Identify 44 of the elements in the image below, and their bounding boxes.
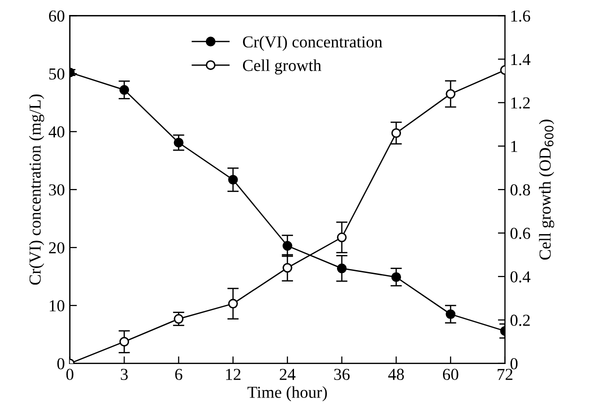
x-tick-label: 36 [334, 368, 350, 380]
y2-tick-label: 0.2 [510, 314, 530, 326]
x-tick-label: 6 [175, 368, 182, 380]
x-tick-label: 0 [66, 368, 74, 380]
y-tick-label: 60 [49, 10, 64, 22]
y2-tick-label: 1.4 [511, 54, 530, 66]
legend-label: Cr(VI) concentration [242, 36, 382, 51]
x-tick-label: 60 [442, 368, 458, 380]
point [391, 128, 402, 138]
y-tick-label: 0 [57, 358, 64, 370]
y2-tick-label: 1 [511, 140, 518, 152]
x-tick-label: 72 [498, 368, 512, 380]
point [446, 89, 456, 99]
point [282, 262, 292, 273]
point [174, 314, 184, 324]
point [119, 336, 130, 347]
point [336, 264, 347, 274]
x-tick-label: 48 [388, 368, 404, 380]
y2-tick-label: 0.8 [510, 184, 530, 196]
point [228, 174, 238, 185]
y2-tick-label: 0 [510, 358, 518, 370]
y2-tick-label: 0.4 [510, 271, 530, 283]
point [119, 85, 130, 95]
point [228, 298, 238, 309]
y-tick-label: 20 [49, 242, 64, 254]
x-tick-label: 24 [280, 368, 296, 380]
x-tick-label: 12 [226, 368, 240, 380]
y2-axis-title: Cell growth (OD$_{600}$) [539, 120, 554, 260]
y-tick-label: 40 [48, 126, 64, 138]
x-tick-label: 3 [120, 368, 128, 380]
y-tick-label: 30 [49, 184, 64, 196]
y-tick-label: 50 [49, 68, 64, 80]
point [174, 138, 184, 148]
legend-label: Cell growth [242, 59, 322, 75]
point [391, 272, 402, 282]
y2-tick-label: 1.2 [511, 97, 530, 109]
y2-tick-label: 0.6 [510, 228, 530, 240]
point [282, 240, 292, 251]
point [336, 232, 347, 242]
y-axis-title: Cr(VI) concentration (mg/L) [29, 94, 44, 285]
y-tick-label: 10 [50, 300, 64, 312]
y2-tick-label: 1.6 [511, 10, 530, 22]
point [446, 309, 456, 320]
x-axis-title: Time (hour) [248, 386, 327, 402]
